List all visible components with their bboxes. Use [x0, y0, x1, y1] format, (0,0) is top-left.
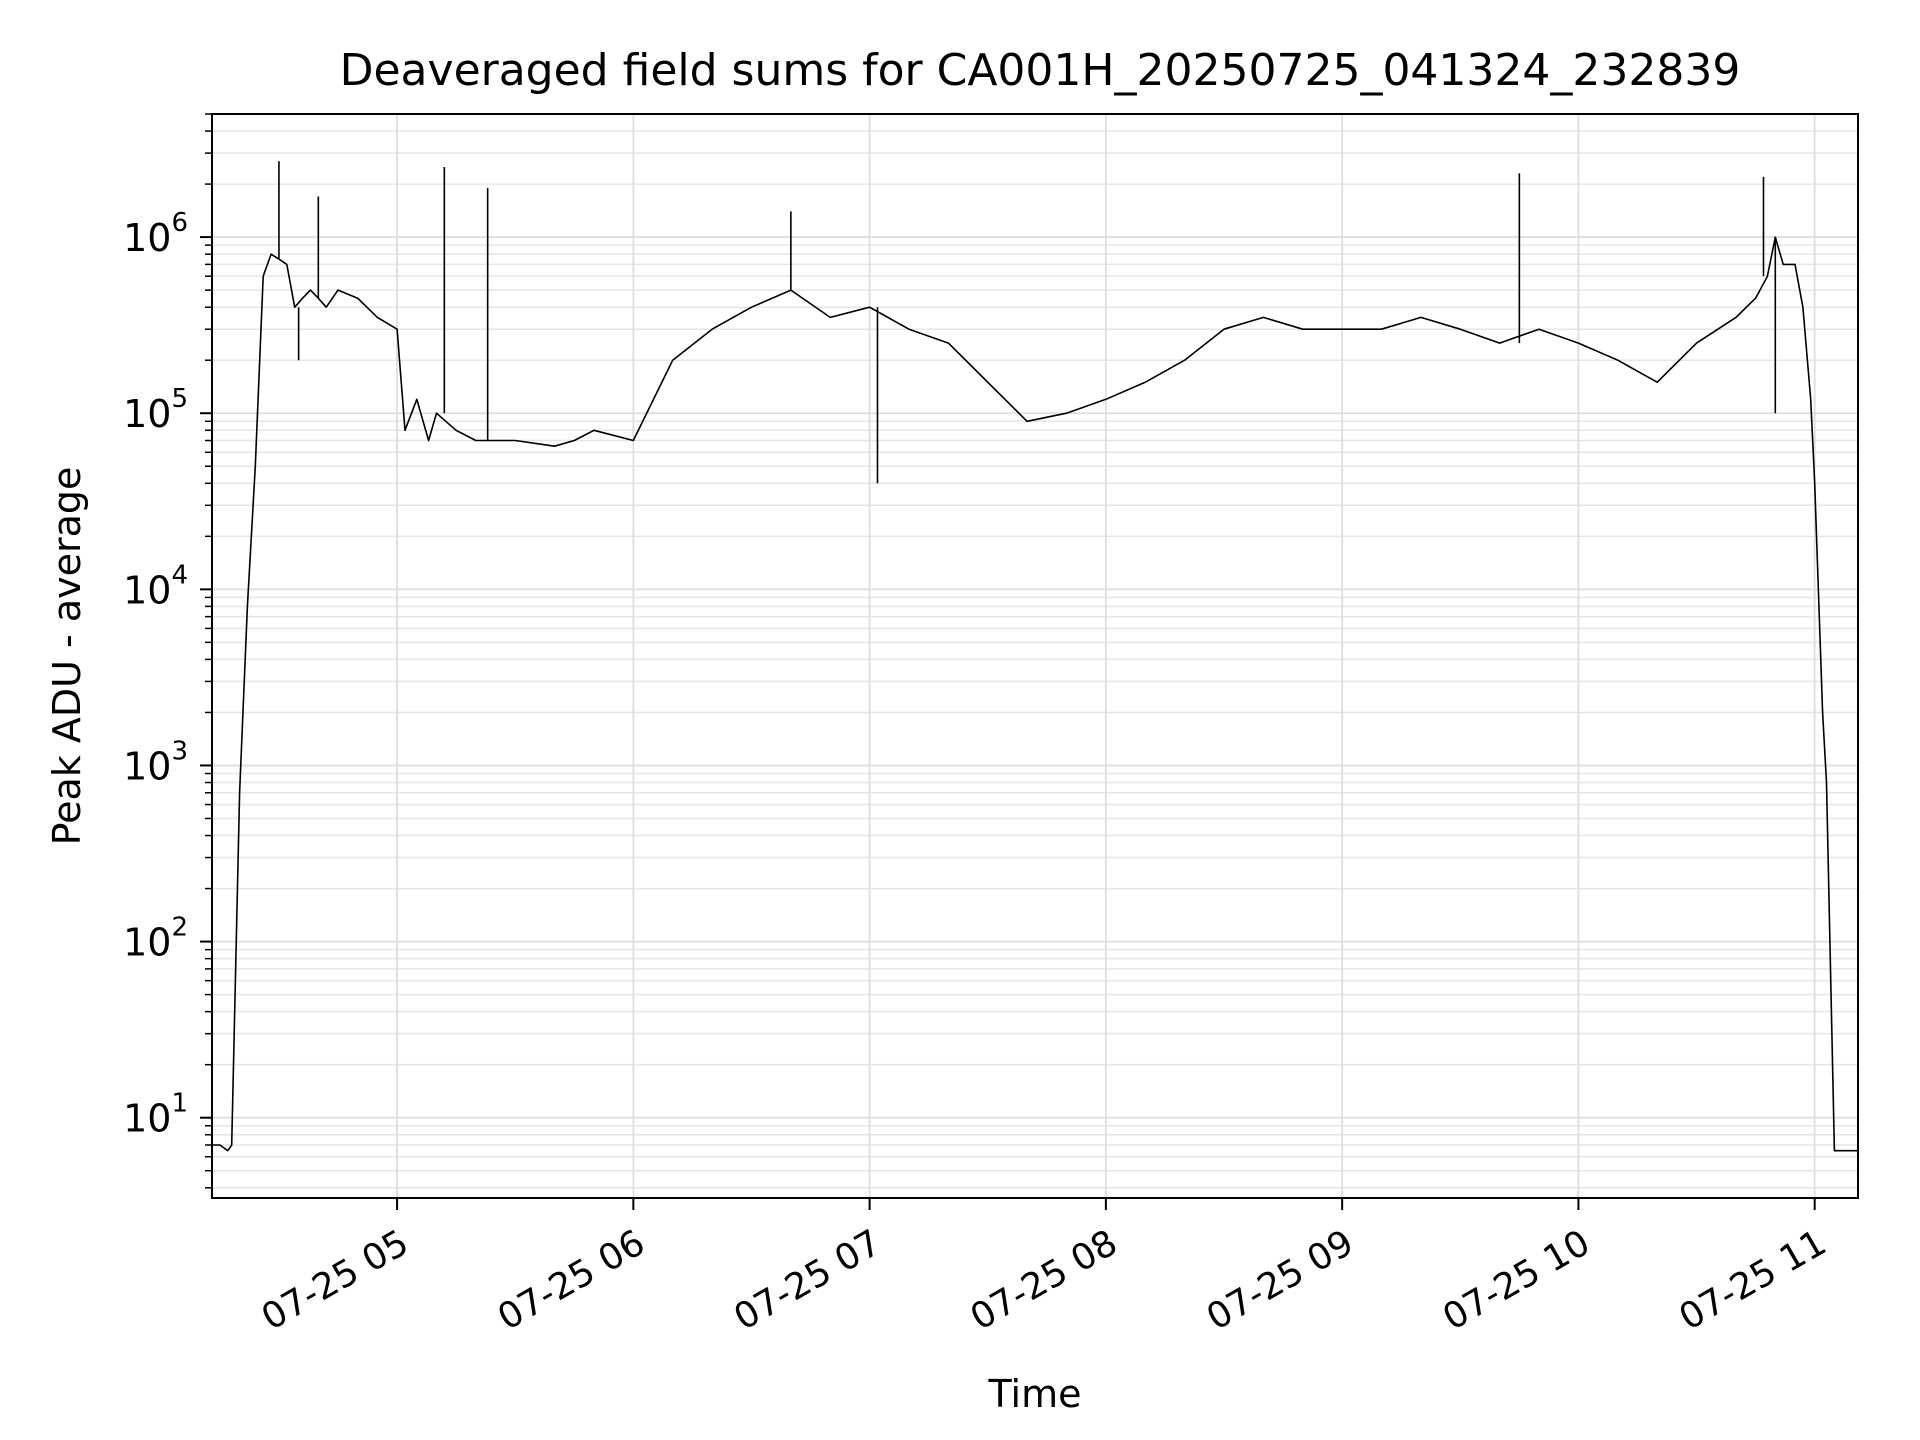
series-line	[212, 236, 1858, 1152]
y-tick-label: 106	[123, 208, 188, 260]
minor-gridlines	[212, 113, 1858, 1189]
x-axis-label: Time	[988, 1372, 1082, 1416]
chart-title: Deaveraged field sums for CA001H_2025072…	[340, 45, 1741, 96]
y-tick-label: 105	[123, 384, 188, 436]
y-tick-label: 104	[123, 560, 188, 612]
y-tick-label: 103	[123, 736, 188, 788]
y-tick-label: 102	[123, 913, 188, 965]
major-gridlines	[212, 114, 1858, 1198]
series-line-group	[212, 161, 1858, 1152]
y-tick-label: 101	[123, 1089, 188, 1141]
plot-frame	[211, 113, 1859, 1199]
y-axis-label: Peak ADU - average	[45, 467, 89, 846]
y-axis-ticks: 101 102 103 104 105 106	[123, 113, 212, 1189]
